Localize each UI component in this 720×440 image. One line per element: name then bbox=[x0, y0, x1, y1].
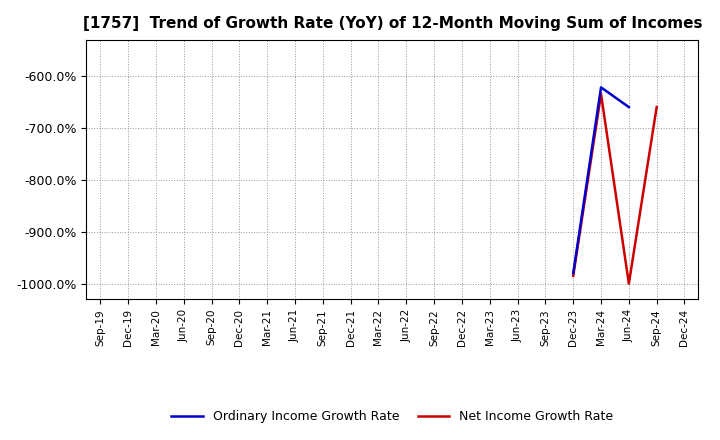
Net Income Growth Rate bbox=[569, 273, 577, 279]
Ordinary Income Growth Rate bbox=[569, 271, 577, 276]
Line: Ordinary Income Growth Rate: Ordinary Income Growth Rate bbox=[573, 88, 629, 273]
Net Income Growth Rate bbox=[624, 281, 633, 286]
Net Income Growth Rate bbox=[597, 92, 606, 97]
Net Income Growth Rate bbox=[652, 104, 661, 110]
Legend: Ordinary Income Growth Rate, Net Income Growth Rate: Ordinary Income Growth Rate, Net Income … bbox=[166, 405, 618, 428]
Title: [1757]  Trend of Growth Rate (YoY) of 12-Month Moving Sum of Incomes: [1757] Trend of Growth Rate (YoY) of 12-… bbox=[83, 16, 702, 32]
Ordinary Income Growth Rate bbox=[624, 104, 633, 110]
Line: Net Income Growth Rate: Net Income Growth Rate bbox=[573, 94, 657, 284]
Ordinary Income Growth Rate bbox=[597, 85, 606, 90]
